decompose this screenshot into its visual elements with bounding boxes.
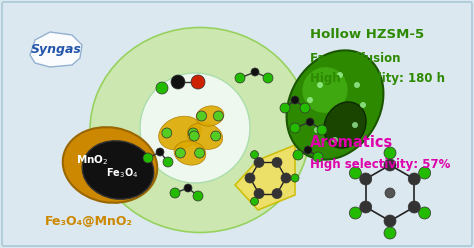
Circle shape: [290, 123, 300, 133]
Circle shape: [293, 150, 303, 160]
Circle shape: [195, 148, 205, 158]
Circle shape: [175, 148, 185, 158]
Circle shape: [307, 97, 313, 103]
Circle shape: [143, 153, 153, 163]
Circle shape: [140, 73, 250, 183]
Text: Fe$_3$O$_4$: Fe$_3$O$_4$: [106, 166, 138, 180]
Circle shape: [349, 207, 361, 219]
Circle shape: [156, 82, 168, 94]
Circle shape: [213, 111, 223, 121]
Ellipse shape: [187, 123, 223, 149]
Circle shape: [349, 167, 361, 179]
Circle shape: [250, 197, 258, 205]
Ellipse shape: [287, 50, 383, 160]
Circle shape: [352, 122, 358, 128]
Circle shape: [184, 184, 192, 192]
Circle shape: [272, 188, 282, 199]
Ellipse shape: [174, 141, 206, 165]
Circle shape: [254, 157, 264, 167]
Circle shape: [188, 128, 198, 138]
Circle shape: [384, 147, 396, 159]
Circle shape: [193, 191, 203, 201]
Circle shape: [250, 151, 258, 159]
Text: Hollow HZSM-5: Hollow HZSM-5: [310, 28, 424, 41]
Text: Fast diffusion: Fast diffusion: [310, 52, 401, 65]
Circle shape: [251, 68, 259, 76]
Circle shape: [337, 72, 343, 78]
Circle shape: [408, 201, 420, 213]
Circle shape: [354, 82, 360, 88]
Circle shape: [314, 127, 320, 133]
Text: Aromatics: Aromatics: [310, 135, 393, 150]
Circle shape: [360, 173, 372, 185]
Circle shape: [197, 111, 207, 121]
Circle shape: [317, 125, 327, 135]
Circle shape: [171, 75, 185, 89]
Circle shape: [156, 148, 164, 156]
Circle shape: [211, 131, 221, 141]
Text: High stability: 180 h: High stability: 180 h: [310, 72, 445, 85]
Circle shape: [254, 188, 264, 199]
Ellipse shape: [90, 28, 310, 233]
Circle shape: [189, 131, 199, 141]
Polygon shape: [30, 32, 82, 67]
Ellipse shape: [63, 127, 157, 203]
Circle shape: [280, 103, 290, 113]
Circle shape: [306, 118, 314, 126]
FancyBboxPatch shape: [2, 2, 472, 246]
Circle shape: [313, 152, 323, 162]
Ellipse shape: [82, 141, 154, 199]
Circle shape: [360, 201, 372, 213]
Circle shape: [385, 188, 395, 198]
Circle shape: [408, 173, 420, 185]
Circle shape: [384, 215, 396, 227]
Ellipse shape: [196, 106, 224, 126]
Text: Syngas: Syngas: [30, 43, 82, 57]
Ellipse shape: [324, 102, 366, 148]
Circle shape: [162, 128, 172, 138]
Circle shape: [235, 73, 245, 83]
Polygon shape: [235, 145, 295, 210]
Circle shape: [281, 173, 291, 183]
Text: Fe₃O₄@MnO₂: Fe₃O₄@MnO₂: [45, 215, 133, 228]
Circle shape: [419, 167, 431, 179]
Circle shape: [304, 146, 312, 154]
Circle shape: [317, 82, 323, 88]
Circle shape: [384, 227, 396, 239]
Circle shape: [332, 137, 338, 143]
Circle shape: [272, 157, 282, 167]
Circle shape: [360, 102, 366, 108]
Circle shape: [419, 207, 431, 219]
Circle shape: [291, 174, 299, 182]
Ellipse shape: [159, 116, 201, 150]
Circle shape: [384, 159, 396, 171]
Ellipse shape: [302, 67, 347, 113]
Circle shape: [163, 157, 173, 167]
Text: High selectivity: 57%: High selectivity: 57%: [310, 158, 450, 171]
Circle shape: [291, 96, 299, 104]
Circle shape: [300, 103, 310, 113]
Circle shape: [263, 73, 273, 83]
Circle shape: [191, 75, 205, 89]
Circle shape: [245, 173, 255, 183]
Circle shape: [170, 188, 180, 198]
Text: MnO$_2$: MnO$_2$: [76, 153, 108, 167]
